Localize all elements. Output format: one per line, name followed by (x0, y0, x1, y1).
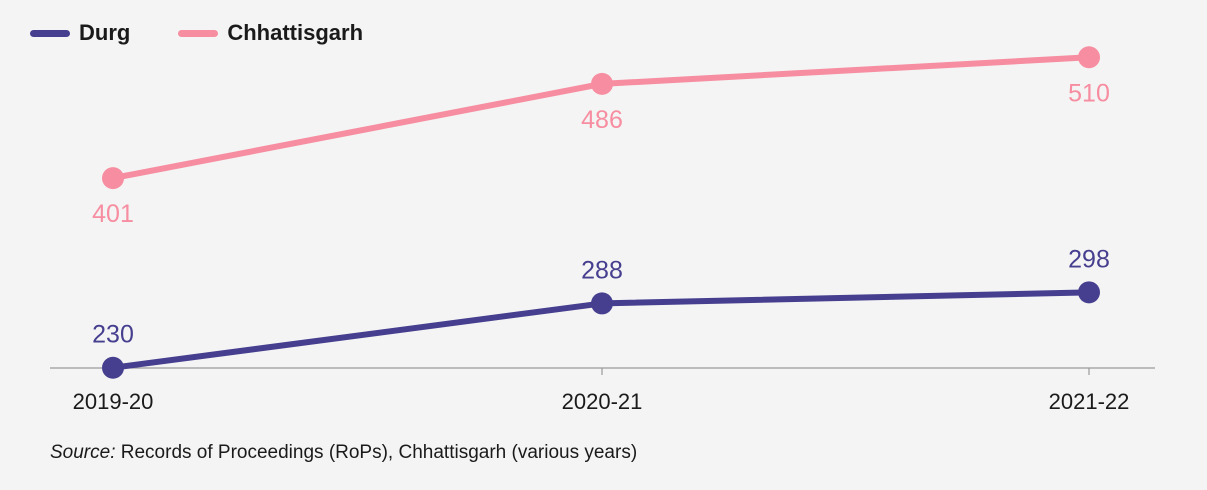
source-text: Records of Proceedings (RoPs), Chhattisg… (120, 442, 638, 463)
data-label: 230 (92, 321, 134, 349)
legend-label-durg: Durg (79, 20, 131, 45)
data-point (1078, 46, 1100, 69)
data-label: 288 (581, 256, 623, 284)
data-point (591, 72, 613, 95)
legend-item-chhattisgarh: Chhattisgarh (178, 20, 363, 46)
source-prefix: Source: (50, 442, 116, 463)
legend-label-chhattisgarh: Chhattisgarh (227, 20, 364, 45)
legend: Durg Chhattisgarh (30, 20, 411, 46)
data-label: 298 (1068, 245, 1110, 273)
data-label: 486 (581, 106, 623, 134)
legend-swatch-durg (30, 29, 70, 37)
legend-swatch-chhattisgarh (178, 29, 219, 37)
data-point (102, 167, 124, 190)
data-point (1078, 281, 1100, 304)
x-tick-label: 2019-20 (73, 389, 154, 414)
source-note: Source: Records of Proceedings (RoPs), C… (50, 442, 637, 464)
data-point (591, 292, 613, 315)
data-label: 401 (92, 200, 134, 228)
data-label: 510 (1068, 79, 1110, 107)
data-point (102, 356, 124, 379)
legend-item-durg: Durg (30, 20, 130, 46)
x-tick-label: 2020-21 (562, 389, 643, 414)
x-tick-label: 2021-22 (1049, 389, 1130, 414)
